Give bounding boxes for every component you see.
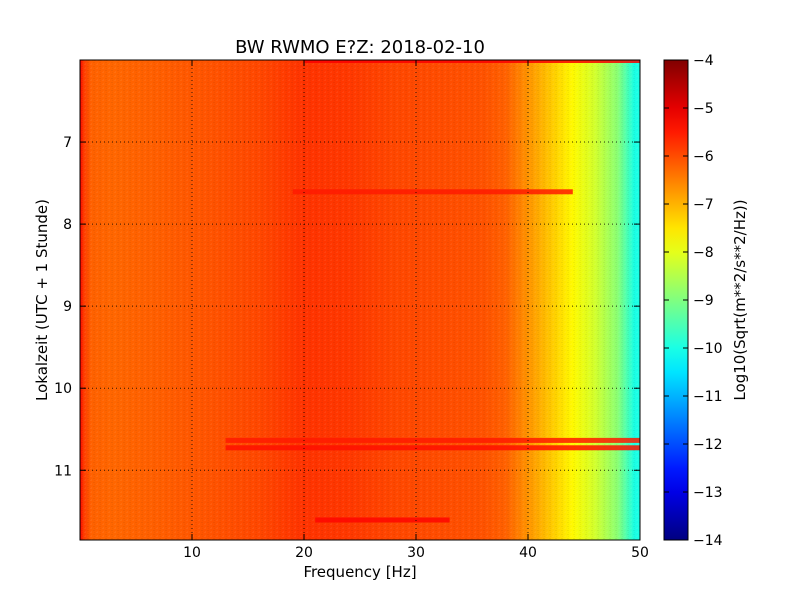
- colorbar-tick-label: −14: [693, 533, 723, 549]
- x-tick-label: 20: [295, 545, 313, 561]
- x-tick-label: 50: [631, 545, 649, 561]
- spectrogram-texture: [80, 60, 640, 540]
- chart-title: BW RWMO E?Z: 2018-02-10: [235, 37, 485, 58]
- spectral-band: [304, 60, 640, 63]
- spectral-band: [292, 189, 573, 195]
- x-tick-label: 10: [183, 545, 201, 561]
- spectral-band: [315, 517, 450, 523]
- colorbar-label: Log10(Sqrt(m**2/s**2/Hz)): [731, 199, 749, 400]
- colorbar-tick-label: −11: [693, 389, 723, 405]
- y-tick-label: 7: [63, 135, 72, 151]
- colorbar: −4 −5 −6 −7 −8 −9 −10 −11 −12 −13 −14 Log10(Sqrt(m…: [663, 53, 749, 549]
- y-axis-ticks: 7 8 9 10 11: [54, 135, 640, 479]
- y-tick-label: 9: [63, 299, 72, 315]
- x-tick-label: 40: [519, 545, 537, 561]
- plot-area: [80, 60, 640, 540]
- colorbar-tick-label: −4: [693, 53, 714, 69]
- spectral-band: [225, 445, 640, 451]
- y-axis-label: Lokalzeit (UTC + 1 Stunde): [33, 199, 51, 401]
- grid-lines: [80, 60, 640, 540]
- colorbar-tick-label: −9: [693, 293, 714, 309]
- colorbar-tick-label: −12: [693, 437, 723, 453]
- colorbar-tick-label: −13: [693, 485, 723, 501]
- colorbar-tick-label: −8: [693, 245, 714, 261]
- y-tick-label: 11: [54, 463, 72, 479]
- spectral-band: [225, 437, 640, 443]
- colorbar-tick-label: −10: [693, 341, 723, 357]
- colorbar-tick-label: −5: [693, 101, 714, 117]
- colorbar-tick-label: −7: [693, 197, 714, 213]
- colorbar-tick-label: −6: [693, 149, 714, 165]
- y-tick-label: 10: [54, 381, 72, 397]
- spectral-bands: [225, 60, 640, 523]
- colorbar-ticks: −4 −5 −6 −7 −8 −9 −10 −11 −12 −13 −14: [664, 53, 723, 549]
- plot-frame: [79, 59, 641, 541]
- x-tick-label: 30: [407, 545, 425, 561]
- x-axis-ticks: 10 20 30 40 50: [183, 60, 649, 561]
- y-tick-label: 8: [63, 217, 72, 233]
- x-axis-label: Frequency [Hz]: [303, 563, 416, 581]
